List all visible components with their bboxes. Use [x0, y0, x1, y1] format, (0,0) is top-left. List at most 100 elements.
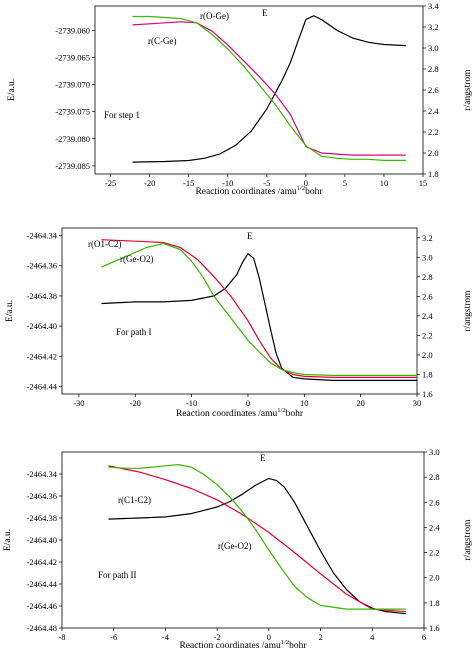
x-tick-label: 2 — [318, 632, 322, 642]
y-right-tick-label: 3.0 — [422, 252, 433, 262]
y-right-tick-label: 3.2 — [422, 233, 433, 243]
x-tick-label: -20 — [144, 178, 155, 188]
x-tick-label: -8 — [58, 632, 65, 642]
x-tick-label: -30 — [73, 398, 84, 408]
y-right-tick-label: 1.6 — [422, 389, 433, 399]
y-right-tick-label: 2.6 — [422, 291, 433, 301]
series-line-e — [108, 477, 406, 615]
y-right-tick-label: 2.6 — [429, 497, 440, 507]
y-left-tick-label: -2464.40 — [27, 535, 57, 545]
y-right-tick-label: 1.8 — [429, 598, 440, 608]
y-right-tick-label: 1.6 — [429, 623, 440, 633]
curve-annotation: r(Ge-O2) — [218, 541, 251, 551]
y-right-tick-label: 1.8 — [428, 169, 439, 179]
x-tick-label: 15 — [419, 178, 428, 188]
y-left-tick-label: -2464.40 — [27, 321, 57, 331]
chart-panel-2: -30 -20 -10 0 10 20 30 -2464.34 -2464.36 -2464.38… — [5, 227, 473, 419]
y-left-tick-label: -2464.42 — [27, 351, 57, 361]
y-right-tick-label: 2.2 — [429, 548, 440, 558]
y-right-tick-label: 3.0 — [428, 43, 439, 53]
series-line-r-o-ge- — [132, 21, 406, 156]
curve-annotation: r(C-Ge) — [148, 36, 177, 46]
x-tick-label: -10 — [186, 398, 197, 408]
series-line-r-o1-c2- — [101, 239, 417, 378]
x-tick-label: -10 — [222, 178, 233, 188]
y-right-axis-label: r/angstrom — [463, 519, 473, 561]
curve-annotation: r(C1-C2) — [118, 495, 151, 505]
y-right-tick-label: 1.8 — [422, 369, 433, 379]
curve-annotation: r(O-Ge) — [200, 11, 229, 21]
y-left-axis-label: E/a.u. — [3, 529, 13, 551]
y-left-tick-label: -2464.36 — [27, 261, 57, 271]
y-right-axis-label: r/angstrom — [463, 69, 473, 111]
y-left-tick-label: -2739.080 — [55, 134, 90, 144]
y-left-tick-label: -2464.44 — [27, 579, 58, 589]
y-left-tick-label: -2739.075 — [55, 107, 90, 117]
plot-frame — [61, 451, 425, 629]
y-left-tick-label: -2739.070 — [55, 80, 90, 90]
y-left-tick-label: -2464.34 — [27, 469, 58, 479]
x-tick-label: 10 — [300, 398, 309, 408]
curve-annotation: r(O1-C2) — [88, 239, 122, 249]
x-tick-label: -2 — [214, 632, 221, 642]
plot-frame — [61, 227, 418, 395]
y-left-tick-label: -2464.42 — [27, 557, 57, 567]
x-tick-label: 0 — [267, 632, 271, 642]
curve-annotation: E — [247, 231, 253, 241]
x-tick-label: -20 — [130, 398, 141, 408]
y-right-tick-label: 2.2 — [422, 330, 433, 340]
x-tick-label: 0 — [304, 178, 308, 188]
x-axis-label: Reaction coordinates /amu1/2bohr — [179, 639, 307, 651]
x-tick-label: 5 — [343, 178, 347, 188]
curve-annotation: E — [262, 8, 268, 18]
y-left-tick-label: -2739.085 — [55, 161, 90, 171]
x-axis-label: Reaction coordinates /amu1/2bohr — [195, 185, 323, 197]
x-tick-label: 30 — [413, 398, 422, 408]
series-line-r-ge-o2- — [108, 464, 406, 610]
chart-panel-1: -25 -20 -15 -10 -5 0 5 10 15 -2739.060 -2739.065 -2… — [7, 1, 473, 197]
x-tick-label: -6 — [110, 632, 117, 642]
y-right-tick-label: 2.4 — [422, 311, 433, 321]
y-left-axis-label: E/a.u. — [7, 79, 17, 101]
y-right-tick-label: 2.0 — [428, 148, 439, 158]
y-right-tick-label: 2.2 — [428, 127, 439, 137]
y-right-tick-label: 2.4 — [428, 106, 439, 116]
x-tick-label: 0 — [246, 398, 250, 408]
y-right-tick-label: 3.0 — [429, 447, 440, 457]
x-axis-label: Reaction coordinates /amu1/2bohr — [176, 407, 304, 419]
curve-annotation: E — [260, 453, 266, 463]
y-left-tick-label: -2464.36 — [27, 491, 57, 501]
y-right-tick-label: 2.6 — [428, 85, 439, 95]
y-left-tick-label: -2464.46 — [27, 601, 57, 611]
y-left-tick-label: -2739.060 — [55, 25, 90, 35]
x-tick-label: 4 — [370, 632, 375, 642]
panel-note: For path II — [98, 570, 137, 580]
plot-frame — [94, 5, 424, 175]
y-right-tick-label: 2.8 — [429, 472, 440, 482]
x-tick-label: -4 — [162, 632, 170, 642]
series-line-r-c-ge- — [132, 15, 406, 161]
y-right-tick-label: 2.0 — [422, 350, 433, 360]
y-left-tick-label: -2464.48 — [27, 623, 57, 633]
x-tick-label: 20 — [356, 398, 365, 408]
y-right-tick-label: 3.4 — [428, 1, 439, 11]
curve-annotation: r(Ge-O2) — [120, 254, 153, 264]
y-right-tick-label: 2.8 — [428, 64, 439, 74]
series-line-e — [132, 15, 406, 163]
x-tick-label: -25 — [105, 178, 116, 188]
panel-note: For path I — [116, 327, 152, 337]
y-left-tick-label: -2464.38 — [27, 513, 57, 523]
y-right-tick-label: 3.2 — [428, 22, 439, 32]
x-tick-label: -5 — [263, 178, 270, 188]
y-left-tick-label: -2464.44 — [27, 381, 58, 391]
y-left-tick-label: -2739.065 — [55, 52, 90, 62]
y-right-tick-label: 2.8 — [422, 272, 433, 282]
series-line-r-c1-c2- — [108, 465, 406, 613]
series-line-r-ge-o2- — [101, 243, 417, 376]
y-left-tick-label: -2464.38 — [27, 291, 57, 301]
panel-note: For step 1 — [104, 110, 140, 120]
series-line-e — [101, 253, 417, 381]
x-tick-label: 10 — [380, 178, 389, 188]
y-right-tick-label: 2.4 — [429, 522, 440, 532]
